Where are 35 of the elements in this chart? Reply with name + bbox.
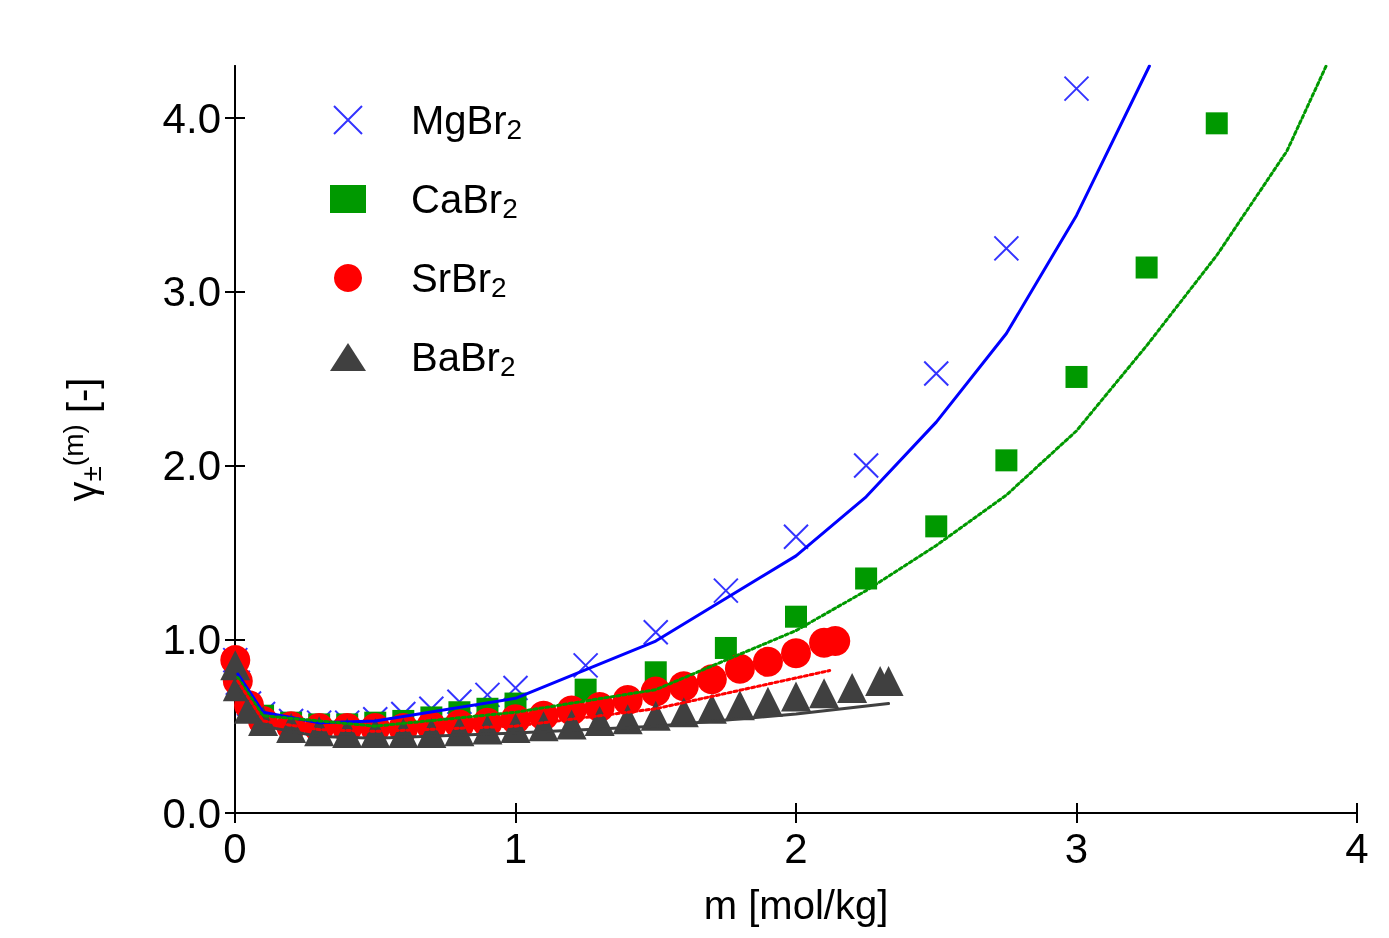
y-tick-label: 1.0 <box>162 615 221 663</box>
point <box>781 681 811 712</box>
y-tick-label: 0.0 <box>162 789 221 837</box>
y-axis-title: γ±(m) [-] <box>57 377 107 502</box>
x-tick-label: 0 <box>223 824 247 872</box>
y-tick-label: 3.0 <box>162 268 221 316</box>
x-axis-title: m [mol/kg] <box>703 883 889 927</box>
point <box>855 567 878 590</box>
x-tick-label: 2 <box>784 824 808 872</box>
point <box>752 646 783 677</box>
point <box>923 360 950 387</box>
y-tick-label: 4.0 <box>162 94 221 142</box>
x-tick-label: 3 <box>1064 824 1089 872</box>
point <box>993 235 1020 262</box>
point <box>781 638 811 669</box>
point <box>837 672 868 703</box>
point <box>712 577 739 604</box>
point <box>642 619 669 646</box>
point <box>785 605 807 628</box>
point <box>1065 365 1088 388</box>
point <box>572 652 599 679</box>
point <box>1135 256 1158 279</box>
point <box>925 515 948 538</box>
point <box>724 653 755 684</box>
x-tick-label: 1 <box>503 824 528 872</box>
y-tick-label: 2.0 <box>162 442 221 490</box>
point <box>1205 112 1228 135</box>
point <box>809 678 840 709</box>
point <box>783 523 809 550</box>
point <box>995 449 1018 472</box>
point <box>1063 75 1090 102</box>
x-tick-label: 4 <box>1345 824 1369 872</box>
point <box>853 452 880 479</box>
point <box>714 636 737 659</box>
point <box>696 664 727 695</box>
